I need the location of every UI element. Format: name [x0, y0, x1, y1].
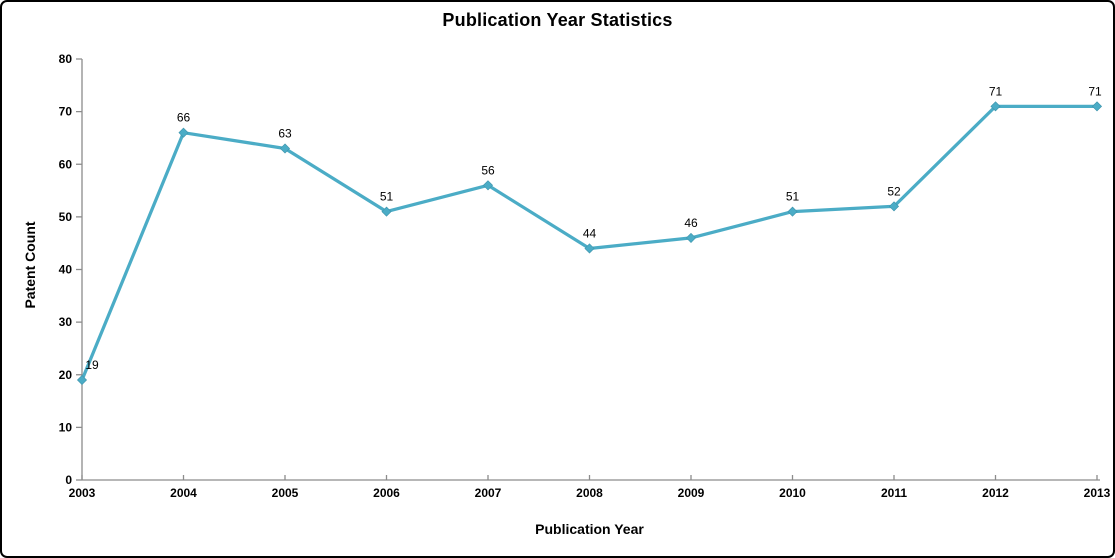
y-tick-label: 80: [59, 52, 73, 66]
x-tick-label: 2007: [475, 486, 502, 500]
data-point-marker: [482, 180, 494, 191]
data-point-marker: [990, 101, 1001, 112]
y-tick-label: 60: [59, 157, 73, 171]
x-tick-label: 2004: [170, 486, 197, 500]
data-label: 46: [684, 216, 698, 230]
y-tick-label: 70: [59, 105, 73, 119]
data-label: 52: [887, 184, 901, 198]
x-tick-label: 2012: [982, 486, 1009, 500]
x-tick-label: 2009: [678, 486, 705, 500]
data-label: 44: [583, 226, 597, 240]
data-point-marker: [381, 206, 392, 217]
data-label: 51: [786, 190, 800, 204]
y-tick-label: 0: [65, 473, 72, 487]
x-tick-label: 2006: [373, 486, 400, 500]
data-label: 56: [481, 163, 495, 177]
y-tick-label: 50: [59, 210, 73, 224]
data-label: 71: [1088, 84, 1102, 98]
x-tick-label: 2010: [779, 486, 806, 500]
x-tick-label: 2011: [881, 486, 907, 500]
y-tick-label: 40: [59, 263, 73, 277]
x-tick-label: 2005: [272, 486, 299, 500]
data-point-marker: [279, 143, 291, 154]
data-point-marker: [787, 206, 798, 217]
data-label: 66: [177, 111, 191, 125]
y-tick-label: 10: [59, 420, 73, 434]
data-point-marker: [1091, 101, 1103, 112]
data-point-marker: [685, 232, 697, 243]
data-label: 19: [85, 358, 99, 372]
data-point-marker: [888, 201, 900, 212]
data-label: 51: [380, 190, 394, 204]
x-axis-title: Publication Year: [535, 521, 644, 537]
data-point-marker: [178, 127, 189, 138]
x-tick-label: 2003: [69, 486, 96, 500]
chart-title: Publication Year Statistics: [442, 10, 673, 30]
y-tick-label: 30: [59, 315, 73, 329]
data-point-marker: [584, 243, 595, 254]
data-line: [80, 104, 1099, 382]
data-point-marker: [76, 374, 88, 386]
x-tick-label: 2008: [576, 486, 603, 500]
data-label: 63: [278, 126, 292, 140]
data-label: 71: [989, 84, 1003, 98]
y-tick-label: 20: [59, 368, 73, 382]
x-tick-label: 2013: [1084, 486, 1111, 500]
